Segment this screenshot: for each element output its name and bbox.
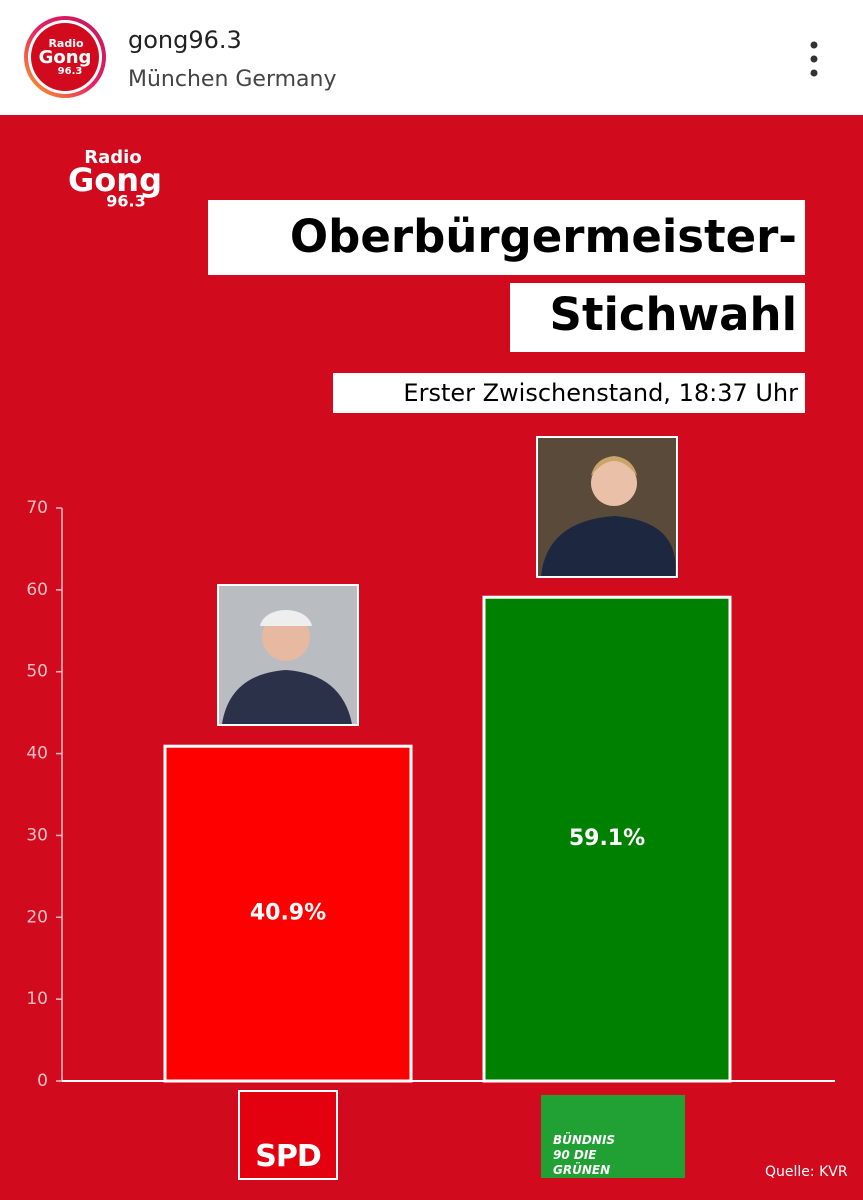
- category-logo: SPD: [238, 1090, 338, 1180]
- category-logo: BÜNDNIS 90 DIE GRÜNEN: [541, 1095, 685, 1178]
- y-tick-label: 0: [37, 1071, 48, 1091]
- y-tick-label: 10: [26, 989, 48, 1009]
- value-label: 59.1%: [569, 826, 645, 851]
- more-menu[interactable]: [810, 41, 818, 77]
- candidate-photo: [217, 584, 359, 726]
- chart-title: Oberbürgermeister-: [290, 210, 797, 263]
- value-label: 40.9%: [250, 901, 326, 926]
- x-tick-label: BÜNDNIS 90 DIE GRÜNEN: [553, 1133, 616, 1177]
- bar: [482, 595, 732, 1083]
- y-tick-label: 50: [26, 662, 48, 682]
- post-image: [0, 115, 863, 1200]
- chart-title: Stichwahl: [550, 288, 797, 341]
- bar: [163, 744, 413, 1083]
- location[interactable]: München Germany: [128, 67, 337, 92]
- avatar-logo-text: Radio: [48, 37, 84, 50]
- logo-text: 96.3: [106, 192, 145, 211]
- title-box: [208, 200, 805, 275]
- logo-text: Radio: [84, 147, 141, 168]
- x-tick-label: SPD: [255, 1139, 321, 1174]
- avatar-logo-text: 96.3: [58, 66, 83, 77]
- y-tick-label: 20: [26, 907, 48, 927]
- logo-text: Gong: [68, 161, 162, 199]
- title-box: [510, 283, 805, 352]
- avatar[interactable]: [31, 23, 99, 91]
- y-tick-label: 70: [26, 498, 48, 518]
- y-tick-label: 30: [26, 825, 48, 845]
- candidate-photo: [536, 436, 678, 578]
- account-name[interactable]: gong96.3: [128, 26, 242, 54]
- subtitle-box: [333, 373, 805, 413]
- y-tick-label: 40: [26, 744, 48, 764]
- chart-subtitle: Erster Zwischenstand, 18:37 Uhr: [403, 379, 798, 407]
- avatar-logo-text: Gong: [39, 47, 92, 68]
- y-tick-label: 60: [26, 580, 48, 600]
- source-note: Quelle: KVR: [765, 1164, 848, 1180]
